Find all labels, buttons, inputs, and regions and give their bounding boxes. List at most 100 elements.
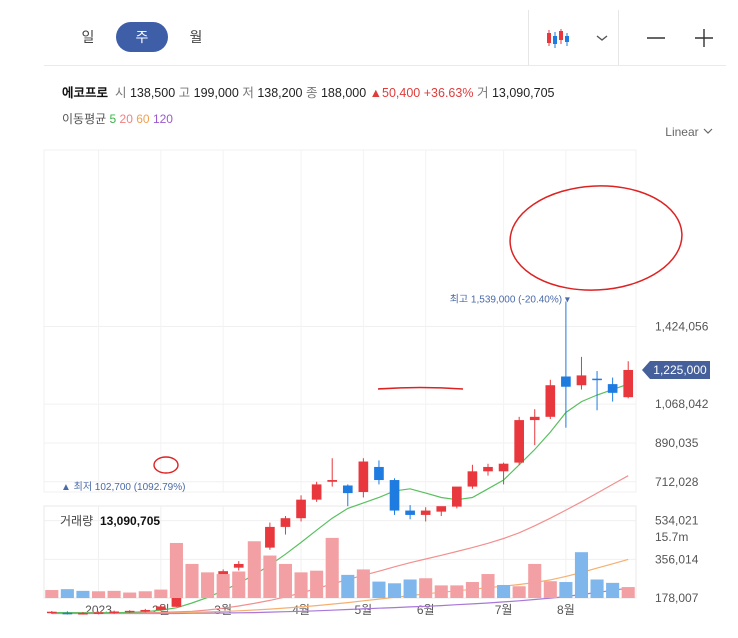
volume-bar bbox=[512, 586, 526, 598]
ma120-line bbox=[51, 587, 629, 615]
y-tick-label: 712,028 bbox=[655, 475, 699, 489]
candle-body bbox=[46, 611, 57, 614]
candle-body bbox=[109, 611, 119, 613]
volume-bar bbox=[232, 571, 246, 598]
candle-body bbox=[280, 518, 291, 527]
zoom-in-icon[interactable] bbox=[690, 24, 718, 52]
volume-panel-label: 거래량 bbox=[60, 514, 93, 528]
period-day-tab[interactable]: 일 bbox=[81, 29, 95, 45]
candle-body bbox=[78, 613, 88, 615]
candle-body bbox=[311, 484, 322, 500]
highlight-circle-annotation bbox=[509, 185, 683, 291]
candle-body bbox=[467, 471, 478, 487]
candle-body bbox=[436, 506, 447, 512]
toolbar-bottom-border bbox=[44, 65, 726, 66]
candle-body bbox=[358, 461, 369, 493]
ma120-label: 120 bbox=[152, 112, 173, 126]
change-percent: +36.63% bbox=[423, 86, 474, 100]
candle-body bbox=[374, 466, 384, 481]
x-tick-label: 4월 bbox=[292, 603, 310, 617]
volume-bar bbox=[60, 589, 74, 598]
ma5-label: 5 bbox=[109, 112, 117, 126]
close-value: 188,000 bbox=[320, 86, 367, 100]
candle-body bbox=[607, 384, 618, 393]
zoom-out-icon[interactable] bbox=[642, 24, 670, 52]
candle-body bbox=[265, 526, 275, 548]
period-week-tab[interactable]: 주 bbox=[116, 22, 168, 52]
moving-average-label: 이동평균 bbox=[62, 112, 107, 126]
candlestick-type-icon[interactable] bbox=[544, 24, 572, 52]
breakout-circle-annotation bbox=[153, 456, 179, 474]
high-value: 199,000 bbox=[193, 86, 239, 100]
candle-body bbox=[62, 612, 73, 615]
y-tick-label: 178,007 bbox=[655, 591, 699, 605]
volume-bar bbox=[590, 579, 604, 598]
candle-body bbox=[124, 610, 135, 613]
toolbar-divider bbox=[528, 10, 529, 66]
candle-body bbox=[202, 579, 213, 587]
candle-body bbox=[342, 485, 353, 494]
moving-average-legend: 이동평균 5 20 60 120 bbox=[62, 110, 173, 127]
volume-bar bbox=[497, 584, 511, 598]
candle-body bbox=[140, 609, 151, 612]
stock-name: 에코프로 bbox=[62, 86, 109, 100]
volume-bar bbox=[559, 582, 573, 598]
volume-bar bbox=[403, 579, 417, 598]
volume-bar bbox=[419, 578, 433, 598]
volume-bar bbox=[621, 587, 635, 598]
x-tick-label: 2월 bbox=[152, 603, 170, 617]
ma20-line bbox=[51, 475, 629, 614]
volume-bar bbox=[216, 574, 230, 598]
current-price-badge bbox=[642, 360, 710, 379]
candle-body bbox=[93, 612, 104, 614]
x-tick-label: 3월 bbox=[214, 603, 232, 617]
volume-bar bbox=[325, 537, 339, 598]
volume-value: 13,090,705 bbox=[491, 86, 555, 100]
volume-bar bbox=[341, 574, 355, 598]
candle-body bbox=[156, 606, 166, 610]
candle-body bbox=[327, 480, 338, 482]
candle-body bbox=[514, 420, 524, 463]
chart-toolbar: 일 주 월 bbox=[44, 10, 726, 66]
candle-body bbox=[561, 376, 571, 387]
volume-bar bbox=[45, 590, 59, 598]
period-month-tab[interactable]: 월 bbox=[189, 29, 203, 45]
volume-bar bbox=[372, 581, 386, 598]
max-price-label: 최고 1,539,000 (-20.40%) ▾ bbox=[450, 293, 570, 305]
change-up-icon: ▲ bbox=[369, 86, 383, 100]
y-tick-label: 1,068,042 bbox=[655, 397, 709, 411]
volume-bar bbox=[247, 541, 261, 598]
low-label: 저 bbox=[242, 86, 254, 100]
volume-bar bbox=[185, 563, 199, 598]
support-line-annotation bbox=[377, 386, 464, 390]
volume-bar bbox=[434, 585, 448, 598]
ma60-label: 60 bbox=[136, 112, 150, 126]
candle-body bbox=[187, 586, 197, 596]
candle-body bbox=[389, 480, 400, 511]
ma60-line bbox=[51, 558, 629, 614]
volume-bar bbox=[294, 572, 308, 598]
min-price-label: ▲ 최저 102,700 (1092.79%) bbox=[61, 481, 185, 493]
scale-chevron-down-icon bbox=[703, 128, 713, 134]
volume-bar bbox=[606, 582, 620, 598]
candle-body bbox=[233, 563, 244, 568]
volume-bar bbox=[138, 591, 152, 598]
candle-body bbox=[218, 571, 228, 580]
close-label: 종 bbox=[305, 86, 318, 100]
y-tick-label: 890,035 bbox=[655, 436, 699, 450]
candle-body bbox=[576, 375, 587, 386]
volume-bar bbox=[387, 583, 402, 598]
ma20-label: 20 bbox=[119, 112, 133, 126]
candle-body bbox=[529, 416, 540, 421]
volume-bar bbox=[169, 542, 183, 598]
volume-bar bbox=[154, 589, 168, 598]
scale-selector[interactable]: Linear bbox=[665, 125, 714, 139]
volume-tick-label: 15.7m bbox=[655, 530, 688, 544]
toolbar-divider bbox=[618, 10, 619, 66]
candle-body bbox=[420, 510, 431, 515]
volume-bar bbox=[107, 590, 121, 598]
candle-body bbox=[498, 463, 509, 472]
chart-type-chevron-down-icon[interactable] bbox=[588, 24, 616, 52]
volume-bar bbox=[450, 585, 464, 598]
candle-body bbox=[592, 378, 602, 381]
